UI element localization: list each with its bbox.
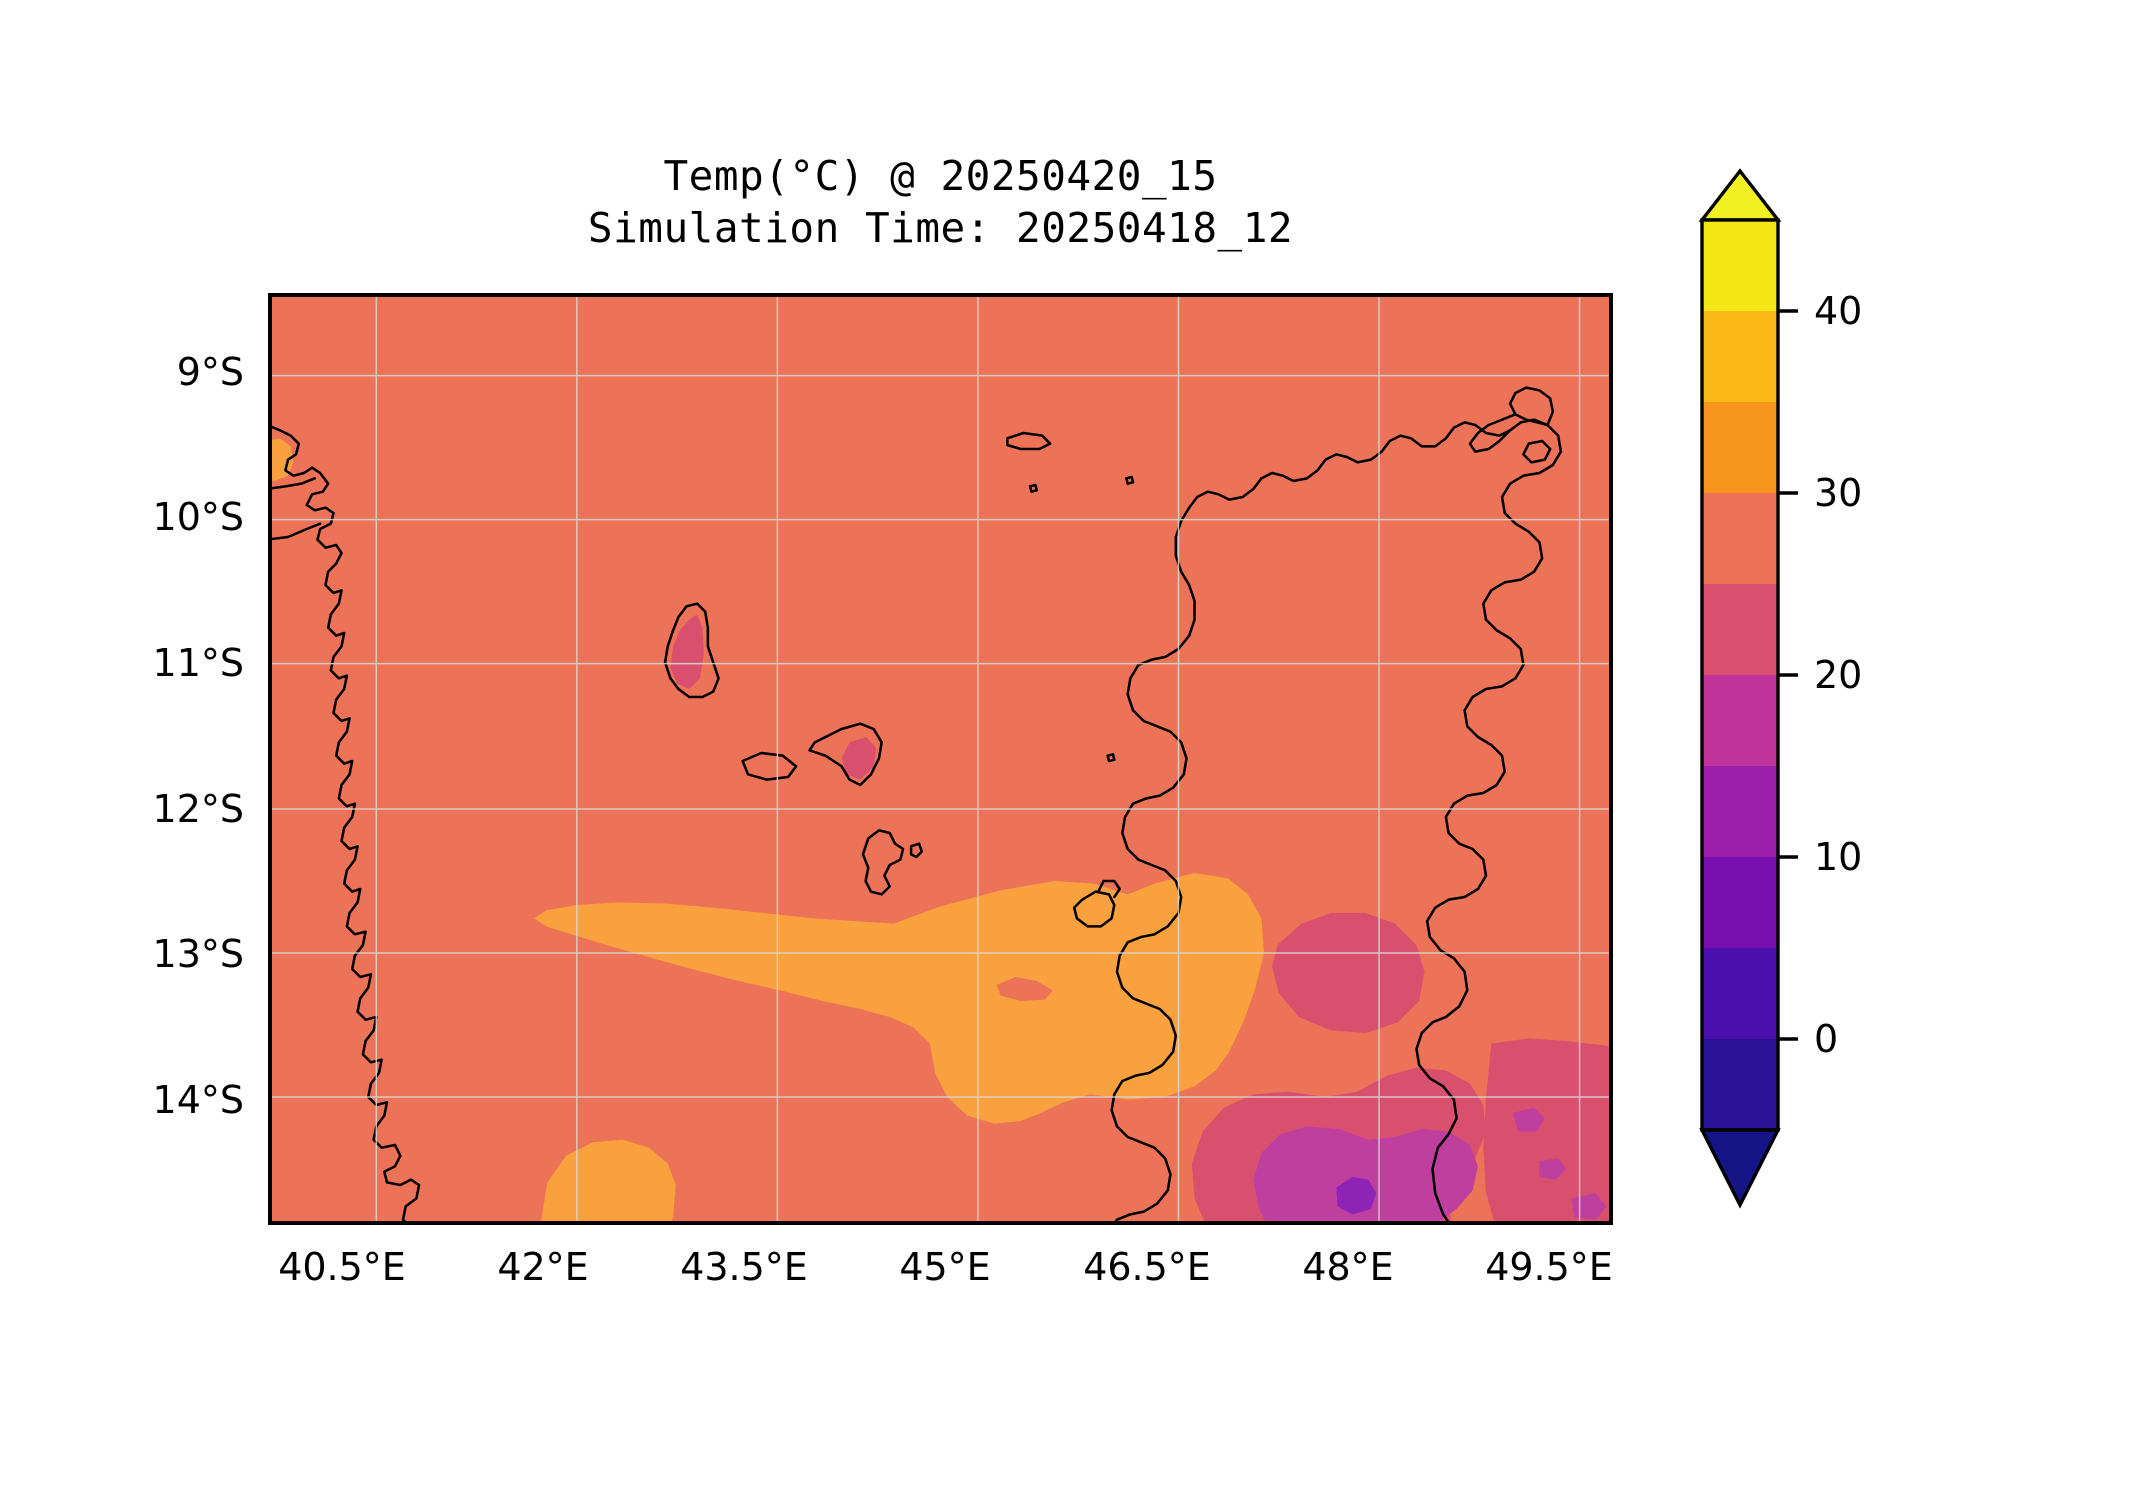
y-tick-label-12s: 12°S (152, 787, 244, 831)
colorbar-tick-label-10: 10 (1814, 835, 1863, 879)
colorbar-band-15-20 (1702, 675, 1778, 766)
colorbar-extend-min-arrow (1699, 1128, 1781, 1209)
coastline-madagascar-north-bay (1468, 413, 1517, 453)
coastline-grande-comore (663, 602, 720, 699)
colorbar-tick-label-20: 20 (1814, 653, 1863, 697)
colorbar-band-20-25 (1702, 584, 1778, 675)
x-tick-label-45e: 45°E (899, 1245, 991, 1289)
comoros-anjouan-fill (841, 737, 877, 780)
colorbar-band-30-35 (1702, 402, 1778, 493)
x-tick-label-48e: 48°E (1302, 1245, 1394, 1289)
colorbar-band-minus5-0 (1702, 1039, 1778, 1130)
coastline-madagascar (1415, 423, 1563, 1221)
coastline-islet-central (1106, 753, 1116, 763)
title-line-variable: Temp(°C) @ 20250420_15 (663, 152, 1218, 200)
y-tick-label-10s: 10°S (152, 495, 244, 539)
y-tick-label-9s: 9°S (176, 350, 244, 394)
colorbar-band-10-15 (1702, 766, 1778, 857)
contour-band-15-20-satellite-a (1512, 1107, 1545, 1132)
colorbar-swatches (1698, 168, 1798, 1209)
coastline-africa-mainland (272, 425, 421, 1221)
colorbar-tick-label-0: 0 (1814, 1017, 1839, 1061)
x-tick-label-435e: 43.5°E (680, 1245, 808, 1289)
y-tick-label-13s: 13°S (152, 932, 244, 976)
coastline-africa-inland-branch-2 (272, 522, 322, 541)
contour-band-30-35-madagascar-northwest (534, 873, 1265, 1124)
coastline-islet-north-a (1028, 483, 1039, 493)
x-tick-label-495e: 49.5°E (1485, 1245, 1613, 1289)
y-tick-label-14s: 14°S (152, 1078, 244, 1122)
contour-band-15-20-highlands (1253, 1126, 1478, 1221)
colorbar-band-0-5 (1702, 948, 1778, 1039)
contour-band-10-15-highland-core (1336, 1177, 1377, 1215)
colorbar-band-35-40 (1702, 311, 1778, 402)
colorbar: 40 30 20 10 0 (1694, 165, 2114, 1325)
contour-band-20-25-east-upper (1272, 913, 1425, 1033)
colorbar-band-25-30 (1702, 493, 1778, 584)
colorbar-band-5-10 (1702, 857, 1778, 948)
map-gridlines (272, 297, 1609, 1221)
coastline-moheli (741, 751, 798, 781)
coastline-africa-inland-branch (272, 477, 317, 490)
map-plot-area (268, 293, 1613, 1225)
comoros-grande-comore-fill (670, 614, 704, 689)
coastline-islet-north-b (1125, 475, 1135, 485)
coastline-nosy-be-notch (1096, 879, 1121, 899)
temperature-contour-map (272, 297, 1609, 1221)
figure-title: Temp(°C) @ 20250420_15 Simulation Time: … (268, 150, 1613, 255)
coastline-nosy-be (1072, 890, 1116, 928)
coastline-madagascar-northwest (1110, 418, 1549, 1221)
colorbar-band-40-45 (1702, 220, 1778, 311)
x-tick-label-465e: 46.5°E (1083, 1245, 1211, 1289)
coastline-mayotte (861, 829, 905, 896)
coastline-madagascar-north-inlet (1522, 439, 1552, 464)
contour-band-15-20-satellite-b (1539, 1158, 1567, 1180)
coastline-aldabra (1006, 431, 1052, 451)
contour-inclusion-25-30-inner (996, 977, 1053, 1001)
contour-band-30-35-northwest (272, 438, 294, 481)
title-line-simulation-time: Simulation Time: 20250418_12 (587, 204, 1294, 253)
colorbar-extend-max-arrow (1698, 168, 1782, 222)
colorbar-ticks (1778, 309, 1798, 1041)
x-tick-label-405e: 40.5°E (278, 1245, 406, 1289)
y-tick-label-11s: 11°S (152, 641, 244, 685)
x-tick-label-42e: 42°E (497, 1245, 589, 1289)
coastline-anjouan (808, 722, 883, 787)
contour-band-20-25-right-edge (1483, 1038, 1609, 1221)
colorbar-tick-label-40: 40 (1814, 289, 1863, 333)
coastline-madagascar-north-tip (1508, 386, 1555, 427)
colorbar-tick-label-30: 30 (1814, 471, 1863, 515)
contour-band-30-35-madagascar-southwest (540, 1139, 676, 1221)
coastline-mayotte-islet (909, 842, 924, 859)
